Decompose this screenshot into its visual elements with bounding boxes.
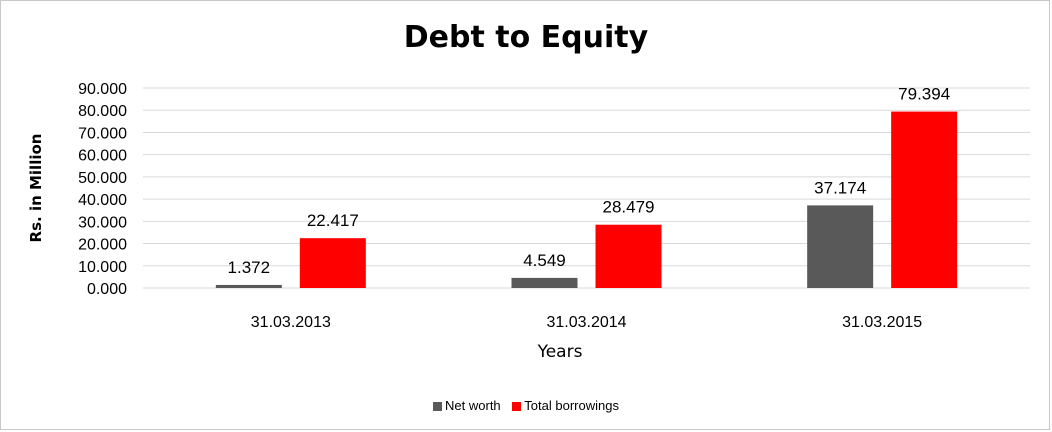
y-tick-label: 90.000 (78, 81, 127, 98)
y-tick-label: 80.000 (78, 103, 127, 120)
y-tick-label: 40.000 (78, 192, 127, 209)
bar-total-borrowings (299, 238, 366, 288)
bar-net-worth (215, 284, 282, 288)
y-tick-label: 0.000 (87, 281, 127, 298)
x-tick-label: 31.03.2015 (842, 314, 922, 331)
data-label: 1.372 (228, 258, 271, 277)
bar-total-borrowings (595, 224, 662, 288)
x-axis-label: Years (537, 342, 583, 362)
legend-label-total-borrowings: Total borrowings (524, 398, 619, 413)
data-label: 37.174 (814, 178, 866, 197)
y-tick-label: 30.000 (78, 214, 127, 231)
legend-swatch-total-borrowings (512, 402, 522, 411)
legend-label-net-worth: Net worth (445, 398, 501, 413)
y-tick-label: 50.000 (78, 170, 127, 187)
bar-total-borrowings (891, 111, 958, 289)
legend-swatch-net-worth (433, 402, 443, 411)
y-tick-label: 20.000 (78, 237, 127, 254)
data-label: 79.394 (898, 85, 950, 104)
legend: Net worth Total borrowings (0, 398, 1052, 413)
data-label: 28.479 (603, 198, 655, 217)
x-tick-label: 31.03.2014 (546, 314, 626, 331)
x-tick-label: 31.03.2013 (251, 314, 331, 331)
chart-title: Debt to Equity (403, 20, 649, 55)
bar-net-worth (807, 205, 874, 288)
y-tick-label: 70.000 (78, 125, 127, 142)
bar-net-worth (511, 277, 578, 288)
y-tick-label: 10.000 (78, 259, 127, 276)
legend-item-net-worth: Net worth (433, 398, 501, 413)
y-tick-label: 60.000 (78, 148, 127, 165)
data-label: 4.549 (523, 251, 566, 270)
legend-item-total-borrowings: Total borrowings (512, 398, 619, 413)
data-label: 22.417 (307, 211, 359, 230)
